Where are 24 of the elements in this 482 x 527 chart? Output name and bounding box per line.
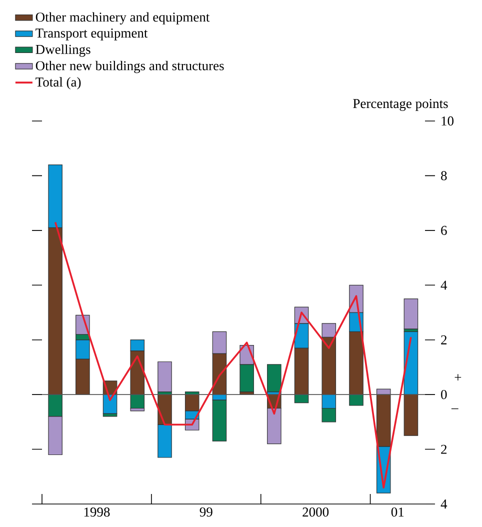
legend-label: Transport equipment [36, 28, 148, 40]
bar [267, 364, 282, 392]
legend-label: Total (a) [36, 77, 81, 90]
bar [404, 298, 418, 330]
y-tick-label: 10 [442, 116, 454, 126]
x-tick-label: 99 [200, 508, 212, 517]
y-tick-label: 4 [440, 500, 448, 508]
line-series [54, 221, 412, 488]
text: – [451, 408, 458, 410]
legend-label: Other new buildings and structures [36, 60, 224, 74]
x-tick-label: 01 [391, 508, 404, 517]
y-tick-label: 2 [441, 444, 447, 454]
y-axis-title: Percentage points [353, 99, 448, 111]
y-tick-label: 8 [441, 171, 447, 180]
y-tick-label: 4 [440, 280, 448, 290]
bar [158, 361, 172, 392]
x-tick-label: 1998 [84, 508, 110, 517]
text: + [454, 374, 462, 380]
y-tick-label: 0 [441, 390, 447, 400]
legend-label: Other machinery and equipment [36, 12, 210, 24]
y-tick-label: 6 [441, 226, 447, 235]
x-tick-label: 2000 [302, 508, 329, 517]
legend-label: Dwellings [36, 44, 90, 57]
y-tick-label: 2 [441, 335, 447, 344]
